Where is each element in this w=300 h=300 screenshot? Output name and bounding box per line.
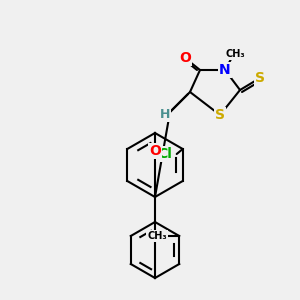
Text: H: H — [160, 107, 170, 121]
Text: O: O — [149, 144, 161, 158]
Text: CH₃: CH₃ — [225, 49, 245, 59]
Text: CH₃: CH₃ — [147, 231, 167, 241]
Text: S: S — [255, 71, 265, 85]
Text: Cl: Cl — [157, 147, 172, 161]
Text: S: S — [215, 108, 225, 122]
Text: O: O — [179, 51, 191, 65]
Text: N: N — [219, 63, 231, 77]
